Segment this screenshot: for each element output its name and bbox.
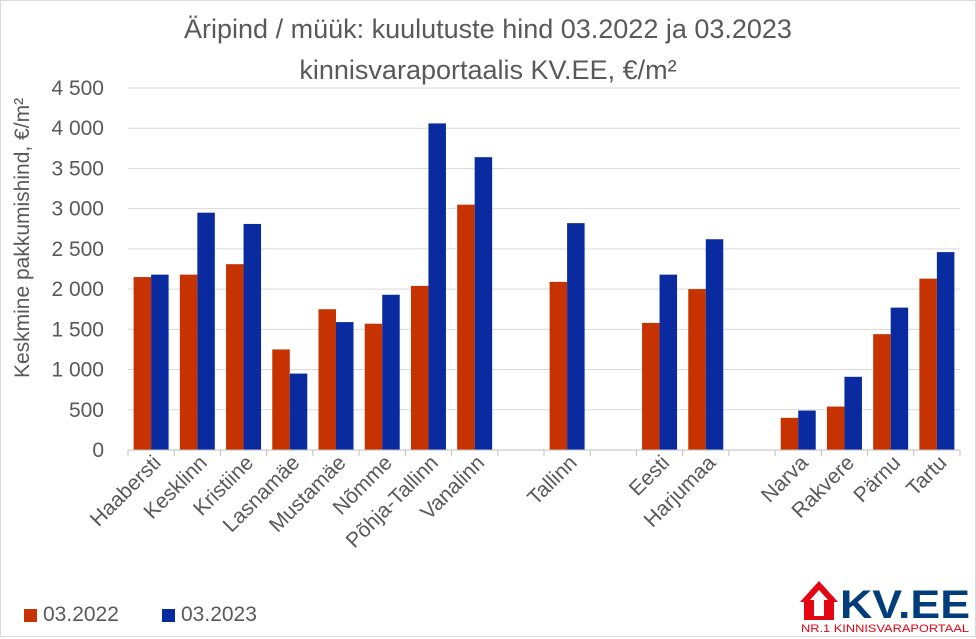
bar-03.2023	[936, 252, 955, 450]
x-tick-label: Tallinn	[523, 451, 581, 509]
legend-label-2022: 03.2022	[43, 603, 119, 626]
bar-03.2022	[318, 309, 336, 450]
logo-wordmark: KV.EE	[840, 583, 970, 627]
chart-subtitle: kinnisvaraportaalis KV.EE, €/m²	[299, 55, 677, 85]
x-tick-label: Pärnu	[849, 451, 905, 507]
chart-title: Äripind / müük: kuulutuste hind 03.2022 …	[184, 14, 792, 44]
y-tick-label: 1 500	[51, 318, 104, 341]
bar-03.2023	[844, 376, 862, 450]
bar-03.2023	[197, 212, 215, 450]
gridlines	[128, 87, 960, 411]
y-tick-label: 0	[92, 439, 104, 462]
house-arrow-icon	[810, 590, 828, 616]
x-tick-label: Tartu	[902, 451, 951, 500]
y-tick-label: 4 000	[51, 117, 104, 140]
y-tick-label: 2 000	[51, 278, 104, 301]
legend-item-2022: 03.2022	[24, 600, 119, 630]
y-tick-label: 1 000	[51, 359, 104, 382]
y-tick-label: 3 000	[51, 198, 104, 221]
bar-03.2022	[780, 417, 799, 450]
bar-03.2022	[364, 323, 383, 450]
bar-03.2023	[659, 274, 678, 450]
y-axis-title: Keskmine pakkumishind, €/m²	[11, 98, 34, 378]
bar-03.2023	[336, 322, 354, 450]
bar-03.2023	[151, 274, 169, 450]
y-tick-label: 3 500	[51, 157, 104, 180]
bar-03.2022	[457, 204, 475, 450]
logo-tagline: NR.1 KINNISVARAPORTAAL	[801, 623, 969, 634]
bar-03.2022	[642, 322, 660, 450]
bar-03.2023	[382, 294, 400, 450]
legend-label-2023: 03.2023	[181, 603, 257, 626]
legend-swatch-2023	[162, 608, 175, 622]
bar-03.2023	[428, 123, 446, 450]
y-tick-label: 4 500	[51, 77, 104, 100]
bar-03.2023	[705, 239, 724, 450]
y-tick-label: 500	[69, 399, 104, 422]
bar-03.2023	[243, 223, 262, 450]
bar-03.2022	[272, 349, 290, 450]
kv-ee-logo-graphic: KV.EE NR.1 KINNISVARAPORTAAL	[800, 581, 970, 635]
legend-item-2023: 03.2023	[162, 600, 257, 630]
bar-03.2022	[226, 264, 244, 450]
bar-03.2022	[688, 289, 706, 450]
bar-03.2022	[873, 334, 891, 450]
bar-03.2023	[890, 307, 909, 450]
bar-03.2022	[179, 274, 198, 450]
legend-swatch-2022	[24, 608, 37, 622]
bar-03.2022	[133, 277, 152, 450]
bar-03.2023	[474, 157, 493, 450]
bar-03.2022	[549, 281, 568, 450]
bar-03.2022	[826, 406, 845, 450]
bar-03.2022	[410, 285, 429, 450]
bar-03.2023	[798, 410, 816, 450]
y-tick-label: 2 500	[51, 238, 104, 261]
bars	[133, 123, 955, 450]
kv-ee-logo: KV.EE NR.1 KINNISVARAPORTAAL	[797, 576, 973, 635]
bar-03.2023	[567, 223, 585, 450]
bar-chart: 0 500 1 000 1 500 2 000 2 500 3 000 3 500 4 000 4…	[11, 77, 961, 553]
bar-03.2022	[919, 278, 937, 450]
bar-03.2023	[289, 373, 308, 450]
